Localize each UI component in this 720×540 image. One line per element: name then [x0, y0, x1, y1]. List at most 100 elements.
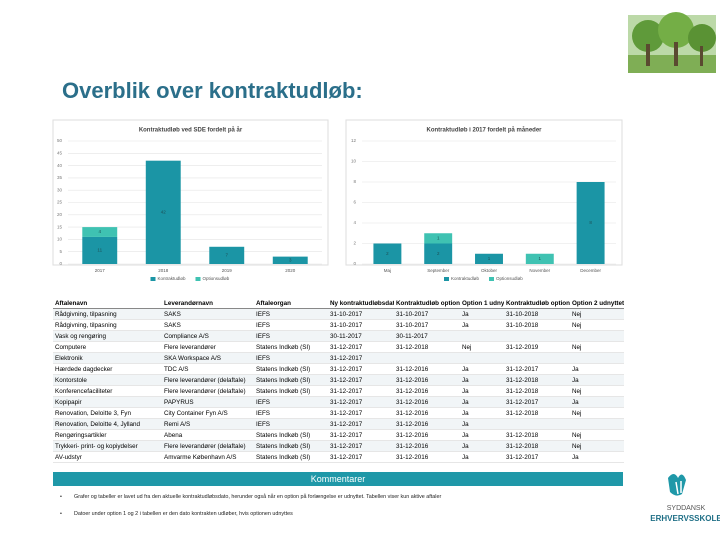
table-cell: Ja	[570, 363, 624, 375]
chart-frame	[345, 119, 623, 266]
column-header: Option 1 udnyttet	[460, 298, 504, 309]
table-cell: Rengøringsartikler	[53, 429, 162, 441]
table-cell: 31-12-2017	[328, 407, 394, 419]
table-cell: 31-12-2018	[504, 385, 570, 397]
x-tick-label: 2020	[285, 268, 296, 273]
x-tick-label: September	[427, 268, 450, 273]
table-cell: Flere leverandører	[162, 341, 254, 353]
table-cell: Ja	[460, 374, 504, 386]
table-row: Vask og rengøring Compliance A/S IEFS 30-11…	[53, 330, 624, 342]
table-cell: 30-11-2017	[328, 330, 394, 342]
table-cell: 31-12-2017	[328, 363, 394, 375]
table-cell: 31-12-2018	[504, 429, 570, 441]
table-cell: 31-12-2018	[504, 407, 570, 419]
y-tick-label: 10	[57, 237, 63, 242]
table-cell: Ja	[460, 451, 504, 463]
table-cell: Amvarme København A/S	[162, 451, 254, 463]
table-row: Rådgivning, tilpasning SAKS IEFS 31-10-2017…	[53, 308, 624, 320]
table-cell	[570, 418, 624, 430]
data-label: 7	[225, 253, 228, 258]
table-cell: 31-12-2018	[504, 374, 570, 386]
table-cell: 31-12-2018	[394, 341, 460, 353]
table-cell: Ja	[570, 451, 624, 463]
table-cell: Statens Indkøb (SI)	[254, 440, 328, 452]
table-cell: 31-10-2017	[328, 319, 394, 331]
table-cell: 31-12-2016	[394, 374, 460, 386]
x-tick-label: 2018	[158, 268, 169, 273]
table-cell: IEFS	[254, 319, 328, 331]
table-cell	[460, 352, 504, 364]
legend-label: Optionsudløb	[203, 276, 230, 281]
table-cell: Vask og rengøring	[53, 330, 162, 342]
table-cell: 31-12-2016	[394, 363, 460, 375]
y-tick-label: 10	[351, 159, 357, 164]
y-tick-label: 30	[57, 187, 63, 192]
x-tick-label: November	[529, 268, 550, 273]
table-cell: IEFS	[254, 330, 328, 342]
table-cell: IEFS	[254, 308, 328, 320]
table-cell: AV-udstyr	[53, 451, 162, 463]
column-header: Option 2 udnyttet	[570, 298, 624, 309]
table-cell: 31-10-2017	[328, 308, 394, 320]
comment: Grafer og tabeller er lavet ud fra den a…	[60, 494, 602, 500]
table-row: Rådgivning, tilpasning SAKS IEFS 31-10-2017…	[53, 319, 624, 331]
table-cell: Statens Indkøb (SI)	[254, 341, 328, 353]
x-tick-label: 2019	[222, 268, 233, 273]
column-header: Aftaleorgan	[254, 298, 328, 309]
table-row: Trykkeri- print- og kopiydelser Flere lev…	[53, 440, 624, 452]
table-cell: 31-12-2016	[394, 396, 460, 408]
legend-label: Kontraktudløb	[158, 276, 187, 281]
table-cell: SKA Workspace A/S	[162, 352, 254, 364]
table-cell: IEFS	[254, 352, 328, 364]
data-label: 8	[589, 220, 592, 225]
table-cell: Renovation, Deloitte 4, Jylland	[53, 418, 162, 430]
table-row: Kontorstole Flere leverandører (delaftale…	[53, 374, 624, 386]
table-cell: TDC A/S	[162, 363, 254, 375]
table-cell: 31-12-2016	[394, 407, 460, 419]
table-cell: IEFS	[254, 396, 328, 408]
legend-label: Optionsudløb	[496, 276, 523, 281]
comment: Datoer under option 1 og 2 i tabellen er…	[60, 511, 602, 517]
table-cell: 30-11-2017	[394, 330, 460, 342]
table-cell	[570, 352, 624, 364]
table-cell: Nej	[570, 385, 624, 397]
table-cell: Flere leverandører (delaftale)	[162, 385, 254, 397]
column-header: Ny kontraktudløbsdato	[328, 298, 394, 309]
table-cell: Statens Indkøb (SI)	[254, 385, 328, 397]
table-cell: Computere	[53, 341, 162, 353]
table-cell: 31-10-2017	[394, 308, 460, 320]
data-label: 42	[161, 210, 167, 215]
y-tick-label: 40	[57, 163, 63, 168]
comment-text: Datoer under option 1 og 2 i tabellen er…	[74, 511, 293, 517]
table-cell	[570, 330, 624, 342]
y-tick-label: 8	[353, 179, 356, 184]
table-cell: Ja	[460, 396, 504, 408]
table-cell: IEFS	[254, 418, 328, 430]
table-cell: Kontorstole	[53, 374, 162, 386]
table-cell: Ja	[460, 418, 504, 430]
table-cell: Ja	[460, 308, 504, 320]
bar-segment	[209, 246, 245, 264]
table-cell: Renovation, Deloitte 3, Fyn	[53, 407, 162, 419]
table-cell: 31-12-2016	[394, 451, 460, 463]
bar-segment	[424, 243, 453, 264]
table-row: Computere Flere leverandører Statens Indkø…	[53, 341, 624, 353]
data-label: 1	[539, 256, 542, 261]
column-header: Leverandørnavn	[162, 298, 254, 309]
table-cell: Konferencefaciliteter	[53, 385, 162, 397]
table-cell: 31-12-2017	[504, 451, 570, 463]
table-cell: Ja	[570, 396, 624, 408]
table-cell: 31-12-2017	[328, 341, 394, 353]
table-cell: Hærdede dagdecker	[53, 363, 162, 375]
data-label: 2	[437, 251, 440, 256]
table-cell: IEFS	[254, 407, 328, 419]
y-tick-label: 15	[57, 224, 63, 229]
table-cell	[460, 330, 504, 342]
data-label: 2	[386, 251, 389, 256]
table-cell: SAKS	[162, 308, 254, 320]
y-tick-label: 6	[353, 200, 356, 205]
table-cell: Ja	[460, 385, 504, 397]
bar-segment	[82, 227, 118, 237]
bar-segment	[82, 236, 118, 264]
legend-swatch	[444, 277, 449, 281]
